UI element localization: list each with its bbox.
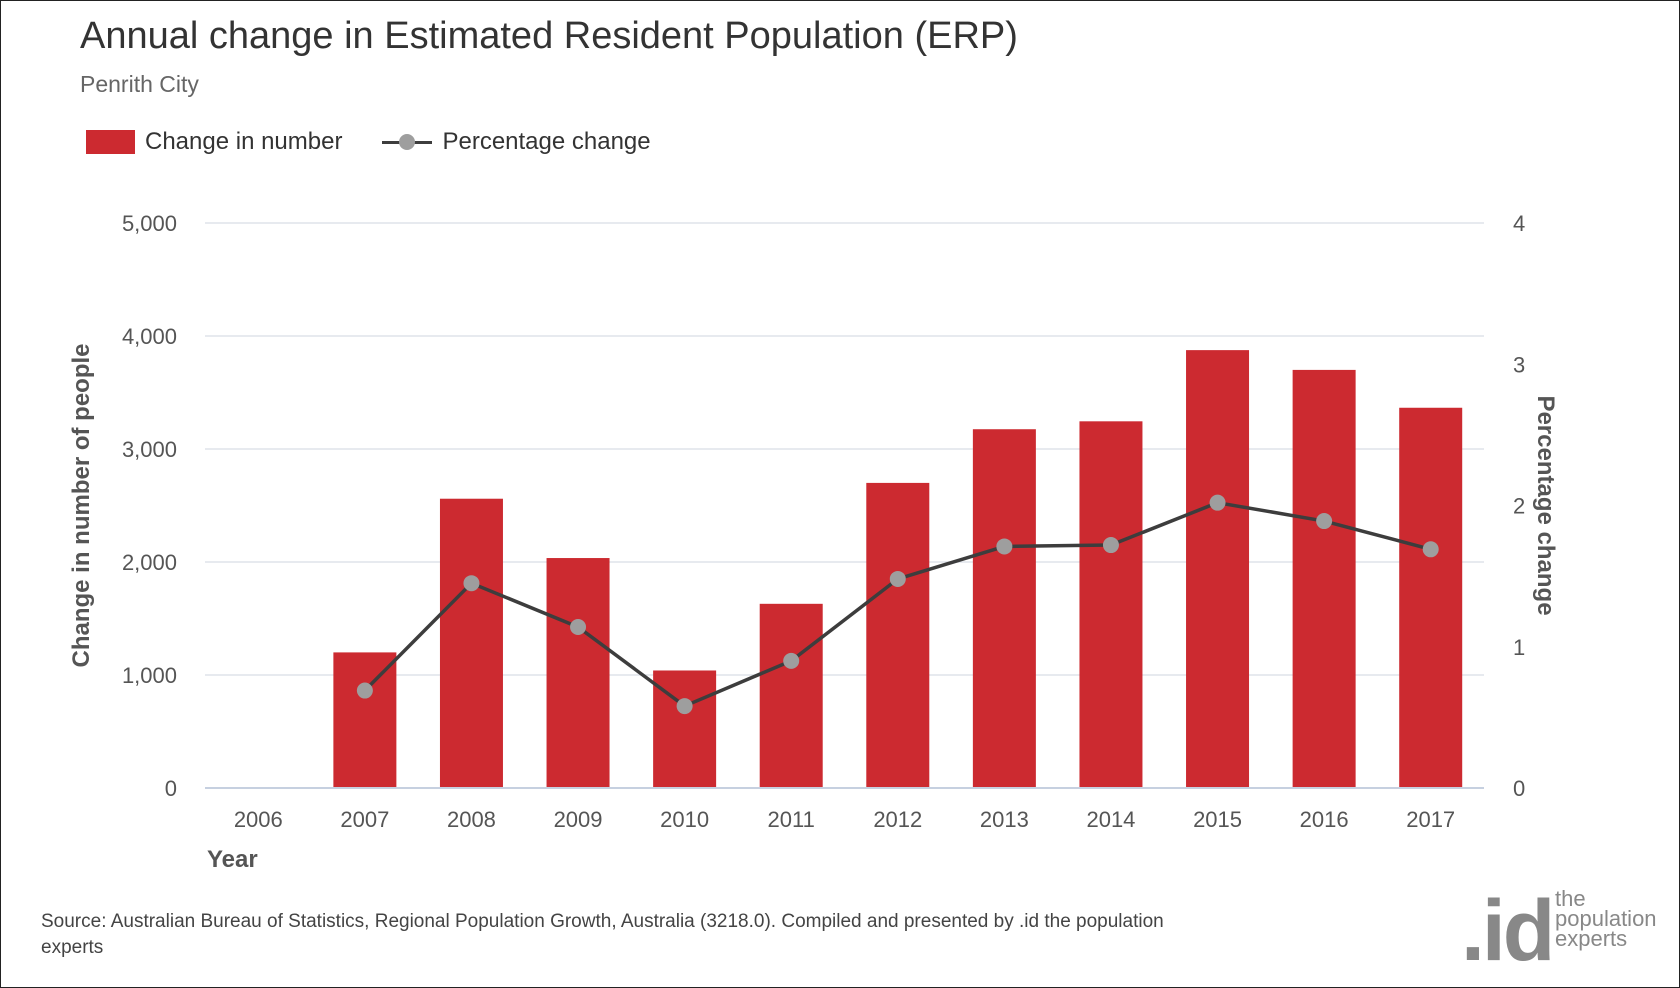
bar [439,498,503,788]
bar [1186,350,1250,788]
y-tick-label: 5,000 [122,211,177,236]
y-tick-label: 0 [165,776,177,801]
y2-tick-label: 3 [1513,352,1525,377]
x-tick-label: 2008 [447,807,496,832]
bar [1292,369,1356,788]
y2-axis-title: Percentage change [1532,395,1559,615]
y2-tick-label: 1 [1513,635,1525,660]
y-tick-label: 3,000 [122,437,177,462]
x-tick-label: 2013 [980,807,1029,832]
legend-line-swatch [382,130,433,154]
legend-label-percentage-change: Percentage change [442,128,651,155]
y2-tick-label: 2 [1513,494,1525,519]
chart-subtitle: Penrith City [80,71,199,97]
id-logo-mark: .id [1461,883,1555,979]
bar [1079,421,1143,788]
y-axis-title: Change in number of people [68,343,95,667]
y2-tick-label: 4 [1513,211,1525,236]
x-tick-label: 2006 [234,807,283,832]
y2-tick-label: 0 [1513,776,1525,801]
x-tick-label: 2010 [660,807,709,832]
line-point [676,698,693,715]
line-point [463,575,480,592]
x-tick-label: 2009 [554,807,603,832]
line-point [889,570,906,587]
line-point [1102,537,1119,554]
id-logo-tagline: the population experts [1555,886,1657,951]
y-tick-label: 1,000 [122,663,177,688]
bar [1399,407,1463,788]
x-tick-label: 2007 [340,807,389,832]
chart-legend: Change in number Percentage change [86,125,691,159]
chart-plot: 0 1,000 2,000 3,000 4,000 5,000 0 1 2 3 4 2006 2007 2… [68,211,1559,873]
bar [759,603,823,788]
x-tick-label: 2014 [1086,807,1135,832]
line-point [783,652,800,669]
line-point [570,618,587,635]
line-point [996,538,1013,555]
line-point [356,682,373,699]
x-tick-label: 2011 [768,807,815,832]
x-tick-label: 2012 [873,807,922,832]
legend-bar-swatch [86,130,135,154]
legend-item-percentage-change[interactable]: Percentage change [382,128,651,156]
id-logo: .id the population experts [1461,883,1671,987]
bar [972,429,1036,788]
line-point [1316,513,1333,530]
x-axis-title: Year [207,846,258,873]
x-tick-label: 2017 [1406,807,1455,832]
source-note: Source: Australian Bureau of Statistics,… [41,911,1164,958]
legend-label-change-in-number: Change in number [145,128,343,155]
x-tick-label: 2016 [1300,807,1349,832]
legend-item-change-in-number[interactable]: Change in number [86,128,342,156]
chart-title: Annual change in Estimated Resident Popu… [80,15,1018,57]
line-point [1422,541,1439,558]
y-tick-label: 2,000 [122,550,177,575]
bar [333,652,397,788]
bar [866,482,930,788]
x-tick-label: 2015 [1193,807,1242,832]
bar [546,558,610,788]
line-point [1209,494,1226,511]
y-tick-label: 4,000 [122,324,177,349]
